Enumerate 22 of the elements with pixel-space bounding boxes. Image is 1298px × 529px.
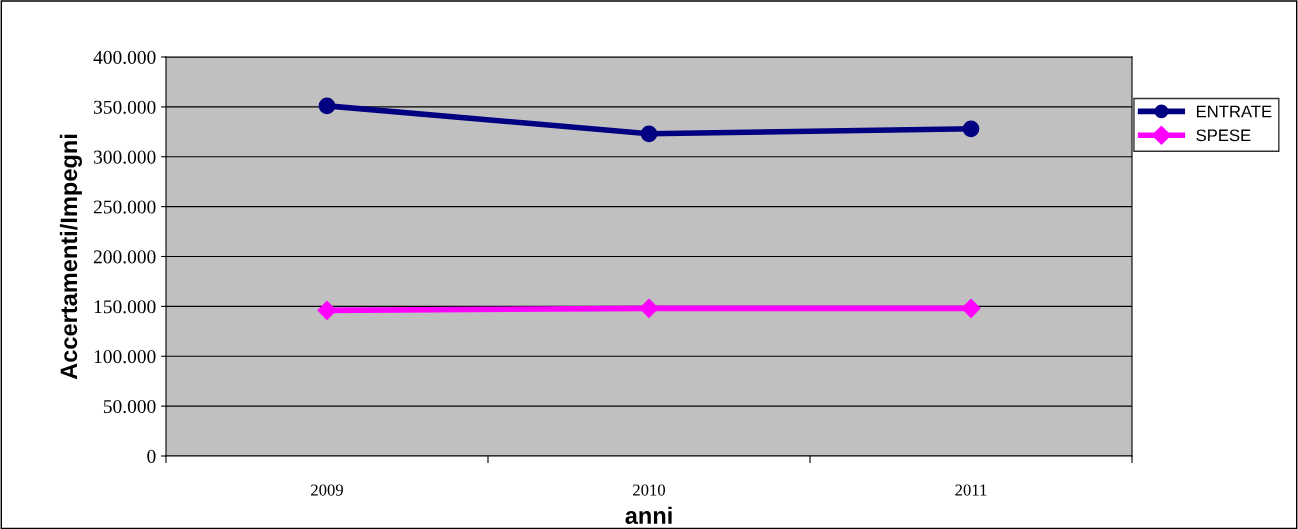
y-tick-label: 200.000 — [93, 250, 156, 264]
point — [961, 298, 981, 318]
point — [318, 97, 336, 115]
y-tick-label: 300.000 — [94, 150, 156, 164]
legend-label: ENTRATE — [1196, 105, 1272, 118]
y-tick-label: 250.000 — [93, 200, 156, 214]
x-tick-label: 2011 — [955, 484, 987, 496]
y-tick-label: 350.000 — [94, 100, 156, 114]
point — [639, 298, 659, 318]
y-tick-label: 0 — [147, 449, 156, 463]
y-tick-label: 400.000 — [93, 50, 156, 65]
y-tick-label: 50.000 — [103, 399, 156, 414]
point — [317, 300, 337, 320]
legend-label: SPESE — [1196, 129, 1251, 142]
point — [640, 125, 658, 143]
x-axis-title: anni — [625, 506, 672, 525]
point — [962, 120, 980, 138]
y-axis-title: Accertamenti/Impegni — [59, 134, 82, 380]
x-tick-label: 2010 — [633, 484, 666, 496]
y-tick-label: 100.000 — [94, 350, 156, 364]
y-tick-label: 150.000 — [94, 300, 156, 314]
x-tick-label: 2009 — [311, 484, 343, 496]
